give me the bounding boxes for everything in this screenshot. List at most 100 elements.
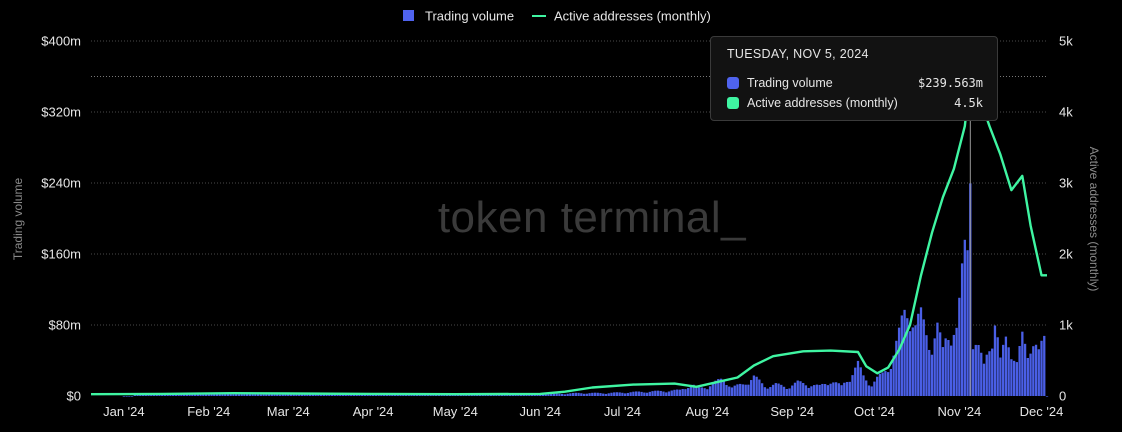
volume-bar [966,250,969,396]
volume-bar [782,386,786,396]
volume-bar [703,388,706,396]
tooltip-date: TUESDAY, NOV 5, 2024 [727,47,869,61]
volume-bar [886,372,890,396]
volume-bar [977,344,980,396]
volume-bar [624,393,627,396]
volume-bar [550,393,553,396]
volume-bar [681,389,684,396]
volume-bar [993,325,997,396]
legend-volume-label[interactable]: Trading volume [425,9,514,24]
volume-bar [558,393,561,396]
volume-bar [999,357,1002,396]
volume-bar [903,309,906,396]
volume-bar [287,393,290,396]
x-tick-label: May '24 [433,404,478,419]
volume-bar [760,383,764,396]
volume-bar [862,375,865,396]
volume-bar [607,393,610,396]
volume-bar [744,384,747,396]
volume-bar [610,392,613,396]
volume-bar [676,389,679,396]
volume-bar [766,388,769,396]
right-tick-label: 3k [1059,176,1073,191]
volume-bar [235,393,238,396]
volume-bar [845,381,849,396]
volume-bar [678,389,682,396]
volume-bar [1040,340,1043,396]
volume-bar [856,360,860,396]
volume-bar [900,315,903,396]
volume-bar [878,373,882,396]
volume-bar [892,355,895,396]
volume-bar [780,384,783,396]
volume-bar [213,393,216,396]
volume-bar [202,393,205,396]
volume-bar [944,338,947,396]
x-tick-label: Jun '24 [519,404,561,419]
left-axis-ticks: $0 $80m $160m $240m $320m $400m [41,34,81,404]
tooltip-row-addresses: Active addresses (monthly) 4.5k [727,93,983,113]
volume-bar [322,394,325,396]
tooltip: TUESDAY, NOV 5, 2024 Trading volume $239… [710,36,998,121]
volume-bar [829,383,832,396]
volume-bar [933,338,936,396]
x-tick-label: Jul '24 [604,404,641,419]
volume-bar [599,393,602,396]
volume-bar [823,384,827,396]
left-tick-label: $80m [48,318,81,333]
volume-bar [218,393,221,396]
legend[interactable]: Trading volume Active addresses (monthly… [403,9,711,24]
volume-bar [237,394,241,396]
volume-bar [837,383,840,396]
volume-bar [645,392,649,396]
volume-bar [276,394,279,396]
volume-bar [128,396,131,397]
volume-bar [125,396,128,397]
volume-bar [1045,396,1049,397]
volume-bar [596,392,599,396]
volume-bar [654,390,657,396]
volume-bar [925,335,928,396]
volume-bar [659,390,662,396]
right-axis-title: Active addresses (monthly) [1087,147,1101,292]
volume-bar [339,394,342,396]
volume-bar [574,392,577,396]
volume-bar [930,354,934,396]
volume-bar [632,391,635,396]
tooltip-addresses-swatch [727,97,739,109]
volume-bar [870,386,873,396]
volume-bar [960,263,964,396]
tooltip-volume-label: Trading volume [747,76,833,90]
volume-bar [569,393,572,396]
volume-bar [355,394,358,396]
volume-bar [714,380,717,396]
volume-bar [687,388,690,396]
volume-bar [344,394,347,396]
volume-bar [667,391,671,396]
volume-bar [848,381,851,396]
gridlines [91,40,1047,326]
volume-bar [629,392,632,396]
x-tick-label: Sep '24 [770,404,814,419]
volume-bar [158,394,161,396]
volume-bar [1018,346,1021,396]
tooltip-addresses-value: 4.5k [954,96,983,110]
x-axis-ticks: Jan '24 Feb '24 Mar '24 Apr '24 May '24 Jun '… [103,404,1063,419]
volume-bar [689,384,693,396]
volume-bar [621,392,624,396]
volume-bar [618,392,621,396]
volume-bar [947,340,950,396]
volume-bar [684,389,687,396]
volume-bar [281,394,284,396]
volume-bar [815,384,819,396]
right-tick-label: 1k [1059,318,1073,333]
volume-bar [243,393,246,396]
legend-addresses-label[interactable]: Active addresses (monthly) [554,9,711,24]
volume-bar [769,387,772,396]
volume-bar [1002,344,1005,396]
volume-bar [547,394,550,396]
volume-bar [363,394,367,396]
volume-bar [303,394,306,396]
